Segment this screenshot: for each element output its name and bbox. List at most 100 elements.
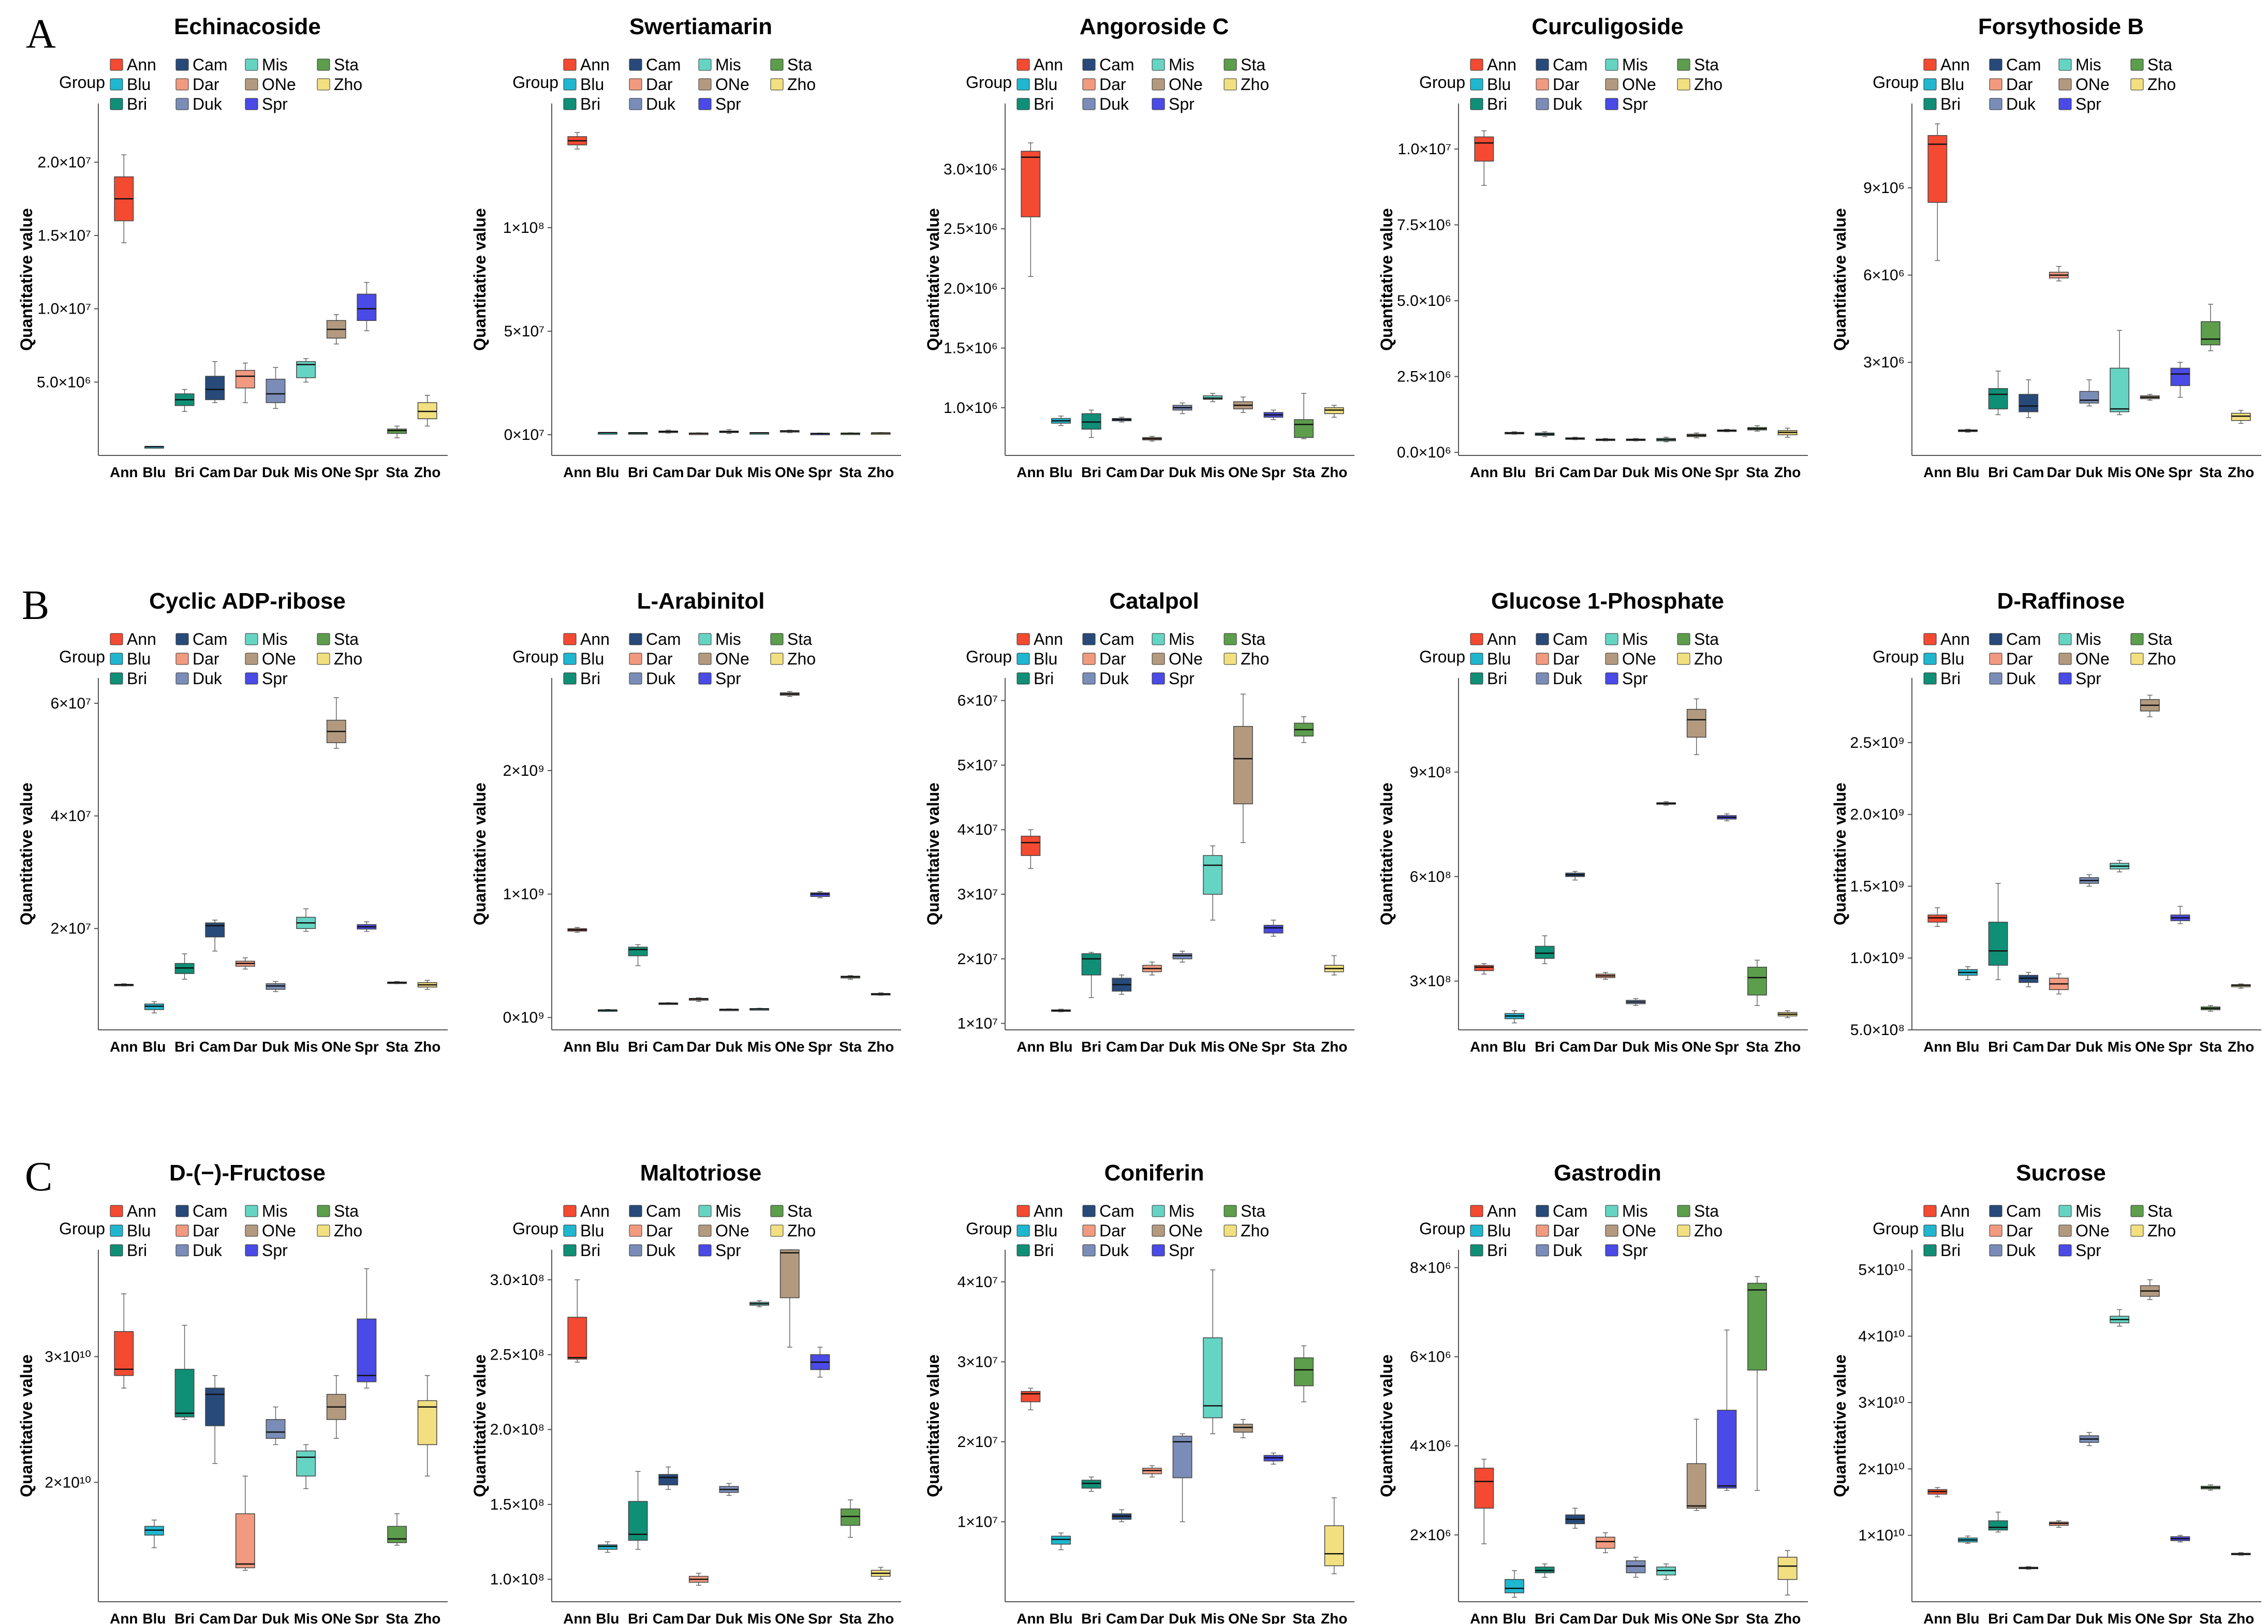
box-duk xyxy=(2079,874,2099,887)
x-tick-label: Cam xyxy=(1559,1611,1591,1624)
legend-label-zho: Zho xyxy=(787,75,816,94)
legend-label-cam: Cam xyxy=(1099,55,1135,74)
legend-title: Group xyxy=(1419,647,1465,666)
box-iqr xyxy=(205,922,225,938)
legend-swatch-duk xyxy=(1082,1244,1096,1257)
legend-label-ann: Ann xyxy=(1034,630,1063,648)
legend-label-sta: Sta xyxy=(1241,55,1265,74)
legend-label-sta: Sta xyxy=(787,55,812,74)
x-tick-label: Duk xyxy=(1622,1039,1650,1055)
box-iqr xyxy=(1535,1567,1555,1573)
legend-swatch-duk xyxy=(1082,672,1096,685)
legend-swatch-bri xyxy=(1017,1244,1030,1257)
box-duk xyxy=(1172,402,1192,415)
x-tick-label: ONe xyxy=(1228,464,1258,480)
legend-swatch-spr xyxy=(2058,672,2072,685)
box-sta xyxy=(1747,959,1767,1006)
x-tick-label: ONe xyxy=(321,464,351,480)
box-sta xyxy=(1294,1345,1314,1402)
x-tick-label: Bri xyxy=(1081,464,1101,480)
x-tick-label: Blu xyxy=(1049,1611,1072,1624)
y-axis-label: Quantitative value xyxy=(1377,783,1396,925)
x-tick-label: Spr xyxy=(1715,464,1739,480)
chart-panel-9: D-Raffinose Group Ann Cam Mis Sta Blu Dar ONe Zho… xyxy=(1831,588,2261,1055)
legend-label-sta: Sta xyxy=(787,630,812,648)
chart-title: Gastrodin xyxy=(1554,1160,1661,1186)
box-blu xyxy=(144,1519,164,1548)
box-mis xyxy=(1203,845,1223,921)
x-tick-label: Dar xyxy=(1594,1039,1618,1055)
y-tick-label: 2.0×10⁶ xyxy=(944,280,998,297)
legend-label-duk: Duk xyxy=(1099,669,1129,688)
x-tick-label: Mis xyxy=(2108,1611,2132,1624)
x-tick-label: Duk xyxy=(1169,464,1196,480)
chart-panel-5: Cyclic ADP-ribose Group Ann Cam Mis Sta Blu Dar… xyxy=(17,588,448,1055)
x-tick-label: Blu xyxy=(1503,464,1526,480)
legend-swatch-blu xyxy=(563,1224,577,1237)
box-ann xyxy=(114,983,134,986)
box-duk xyxy=(1626,1557,1646,1578)
x-tick-label: Spr xyxy=(355,1039,379,1055)
box-cam xyxy=(205,1375,225,1464)
box-iqr xyxy=(235,370,255,389)
x-tick-label: Duk xyxy=(1169,1611,1196,1624)
x-tick-label: Bri xyxy=(174,464,195,480)
x-tick-label: Sta xyxy=(2199,1611,2222,1624)
legend-label-one: ONe xyxy=(2075,75,2110,94)
legend-swatch-dar xyxy=(1082,653,1096,665)
legend-swatch-one xyxy=(1152,1224,1165,1237)
x-tick-label: Duk xyxy=(2075,1039,2103,1055)
x-tick-label: Cam xyxy=(199,1611,231,1624)
box-duk xyxy=(266,981,286,992)
legend-swatch-ann xyxy=(563,58,577,71)
x-tick-label: ONe xyxy=(775,1611,805,1624)
x-tick-label: Bri xyxy=(1535,464,1555,480)
legend-label-bri: Bri xyxy=(1487,669,1507,688)
x-tick-label: Sta xyxy=(839,1611,862,1624)
legend-label-blu: Blu xyxy=(1487,649,1511,668)
x-tick-label: Spr xyxy=(2168,1039,2192,1055)
legend-label-ann: Ann xyxy=(127,55,156,74)
legend-swatch-cam xyxy=(1082,1205,1096,1217)
legend-title: Group xyxy=(512,647,558,666)
legend-swatch-dar xyxy=(629,78,642,91)
x-tick-label: Ann xyxy=(1470,1039,1498,1055)
legend-label-bri: Bri xyxy=(1034,1241,1054,1260)
legend-label-mis: Mis xyxy=(1622,630,1648,648)
legend-label-spr: Spr xyxy=(715,1241,741,1260)
x-tick-label: Mis xyxy=(747,1611,772,1624)
box-sta xyxy=(387,981,407,984)
legend-label-bri: Bri xyxy=(1487,1241,1507,1260)
x-tick-label: Spr xyxy=(808,1611,832,1624)
x-tick-label: Ann xyxy=(1017,1611,1044,1624)
box-spr xyxy=(810,433,830,435)
legend-swatch-duk xyxy=(1989,98,2002,110)
legend-label-sta: Sta xyxy=(334,630,359,648)
x-tick-label: Zho xyxy=(414,1039,440,1055)
box-cam xyxy=(2019,1566,2039,1570)
y-axis-label: Quantitative value xyxy=(470,1354,489,1497)
box-iqr xyxy=(1172,1436,1192,1479)
y-tick-label: 2×10⁹ xyxy=(503,762,544,779)
box-blu xyxy=(144,446,164,449)
legend-swatch-duk xyxy=(1989,1244,2002,1257)
legend-label-bri: Bri xyxy=(1487,95,1507,113)
box-cam xyxy=(2019,972,2039,987)
box-zho xyxy=(2231,1552,2251,1556)
y-tick-label: 2.5×10⁸ xyxy=(490,1347,544,1364)
x-tick-label: Duk xyxy=(1622,464,1650,480)
legend-title: Group xyxy=(1873,1219,1919,1238)
y-tick-label: 2×10⁷ xyxy=(958,1434,998,1451)
x-tick-label: Mis xyxy=(1201,1039,1225,1055)
box-mis xyxy=(296,1444,316,1489)
legend-label-sta: Sta xyxy=(334,1202,359,1220)
box-bri xyxy=(1988,371,2008,416)
x-tick-label: Mis xyxy=(294,464,318,480)
legend-label-spr: Spr xyxy=(1169,669,1195,688)
legend-swatch-ann xyxy=(1470,1205,1483,1217)
y-tick-label: 1×10⁸ xyxy=(503,219,544,237)
legend-label-one: ONe xyxy=(1622,75,1656,94)
legend-swatch-ann xyxy=(1923,1205,1937,1217)
legend-label-blu: Blu xyxy=(1034,649,1057,668)
